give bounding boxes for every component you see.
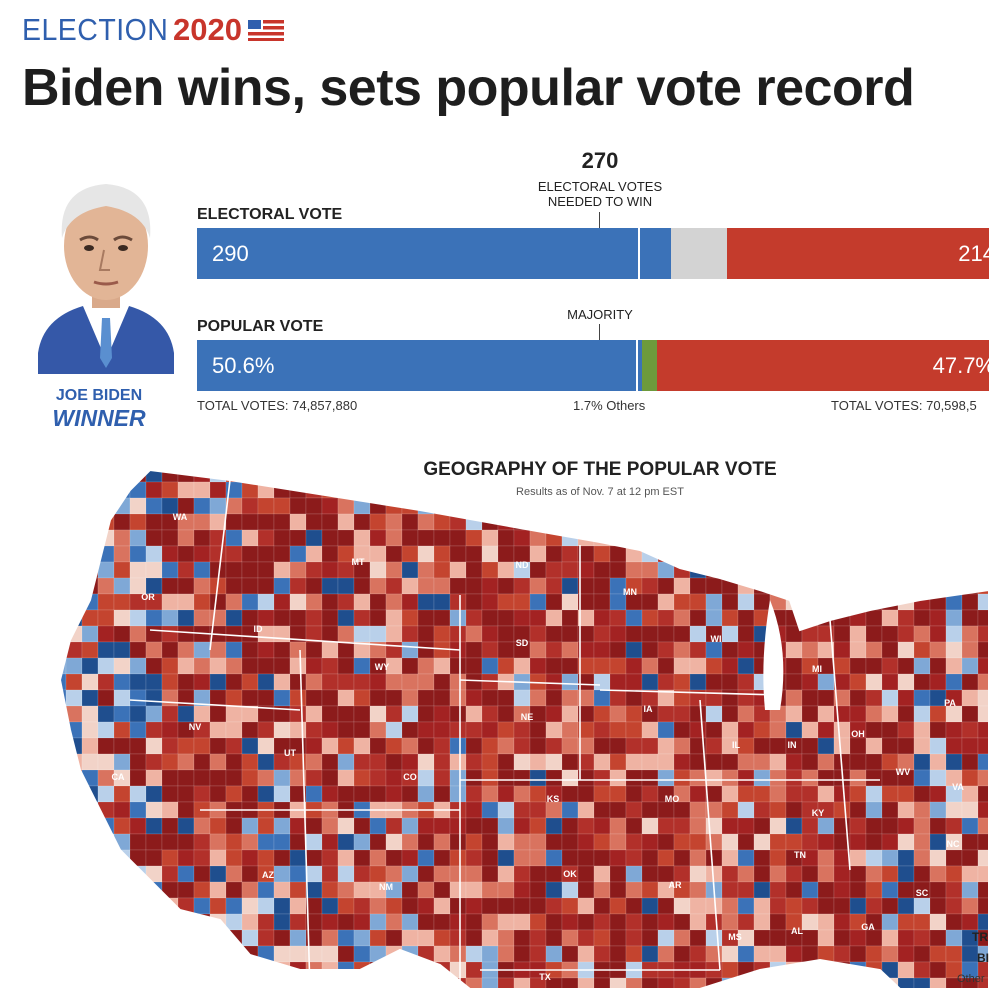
electoral-biden-segment	[197, 228, 672, 279]
majority-label: MAJORITY	[567, 307, 633, 322]
state-label-mi: MI	[812, 664, 822, 674]
brand-year: 2020	[173, 12, 242, 47]
state-label-ga: GA	[861, 922, 875, 932]
electoral-undecided-segment	[671, 228, 727, 279]
state-label-nm: NM	[379, 882, 393, 892]
state-label-ar: AR	[669, 880, 682, 890]
candidate-status: WINNER	[52, 405, 146, 431]
state-label-ms: MS	[728, 932, 742, 942]
threshold-marker	[637, 228, 640, 279]
legend-other-label: Other	[957, 973, 985, 985]
popular-vote-bar: 50.6% 47.7%	[197, 340, 989, 391]
electoral-threshold-tick	[599, 212, 600, 228]
biden-value-label: 290	[212, 240, 249, 266]
majority-tick	[599, 324, 600, 340]
electoral-vote-label: ELECTORAL VOTE	[197, 206, 343, 223]
state-label-in: IN	[788, 740, 797, 750]
state-label-mt: MT	[352, 557, 365, 567]
state-label-tn: TN	[794, 850, 806, 860]
page-title: Biden wins, sets popular vote record	[22, 59, 915, 117]
state-label-nv: NV	[189, 722, 202, 732]
trump-value-label: 47.7%	[932, 352, 989, 378]
map-title: GEOGRAPHY OF THE POPULAR VOTE	[423, 459, 777, 480]
state-label-mo: MO	[665, 794, 680, 804]
candidate-name: JOE BIDEN	[55, 387, 143, 404]
state-label-ky: KY	[812, 808, 825, 818]
state-label-wv: WV	[896, 767, 911, 777]
state-label-ia: IA	[644, 704, 654, 714]
electoral-threshold-text-2: NEEDED TO WIN	[547, 194, 653, 209]
state-label-sc: SC	[916, 888, 929, 898]
electoral-threshold-number: 270	[581, 148, 619, 173]
flag-icon	[248, 20, 284, 41]
biden-total-votes: TOTAL VOTES: 74,857,880	[197, 398, 358, 413]
state-label-va: VA	[952, 782, 964, 792]
state-label-ca: CA	[112, 772, 125, 782]
state-label-wa: WA	[173, 512, 188, 522]
state-label-nd: ND	[516, 560, 529, 570]
threshold-marker	[636, 340, 638, 391]
state-label-il: IL	[732, 740, 741, 750]
state-label-sd: SD	[516, 638, 529, 648]
biden-value-label: 50.6%	[212, 352, 275, 378]
state-label-wi: WI	[711, 634, 722, 644]
map-subtitle: Results as of Nov. 7 at 12 pm EST	[516, 486, 684, 498]
state-label-tx: TX	[539, 972, 551, 982]
popular-vote-label: POPULAR VOTE	[197, 318, 324, 335]
state-label-nc: NC	[947, 839, 960, 849]
state-label-or: OR	[141, 592, 155, 602]
state-label-wy: WY	[375, 662, 390, 672]
electoral-vote-bar: 290 214	[197, 228, 989, 279]
state-label-ut: UT	[284, 748, 296, 758]
legend-biden-label: BI	[977, 951, 989, 965]
state-label-id: ID	[254, 624, 264, 634]
popular-trump-segment	[657, 340, 989, 391]
state-label-oh: OH	[851, 729, 865, 739]
state-label-az: AZ	[262, 870, 274, 880]
state-label-al: AL	[791, 926, 803, 936]
trump-total-votes: TOTAL VOTES: 70,598,5	[831, 398, 977, 413]
trump-value-label: 214	[958, 240, 989, 266]
others-label: 1.7% Others	[573, 398, 646, 413]
candidate-portrait	[38, 184, 174, 374]
legend-trump-label: TR	[972, 930, 988, 944]
county-map: WA OR CA NV ID MT WY UT AZ CO NM ND SD NE KS OK TX MN IA MO…	[58, 468, 989, 989]
electoral-threshold-text-1: ELECTORAL VOTES	[537, 179, 663, 194]
electoral-trump-segment	[726, 228, 989, 279]
state-label-ks: KS	[547, 794, 560, 804]
popular-others-segment	[642, 340, 658, 391]
state-label-ne: NE	[521, 712, 534, 722]
election-brand: ELECTION 2020	[22, 10, 284, 50]
state-label-co: CO	[403, 772, 417, 782]
state-label-pa: PA	[944, 698, 956, 708]
state-label-ok: OK	[563, 869, 577, 879]
state-label-mn: MN	[623, 587, 637, 597]
brand-word: ELECTION	[22, 12, 169, 47]
popular-biden-segment	[197, 340, 643, 391]
